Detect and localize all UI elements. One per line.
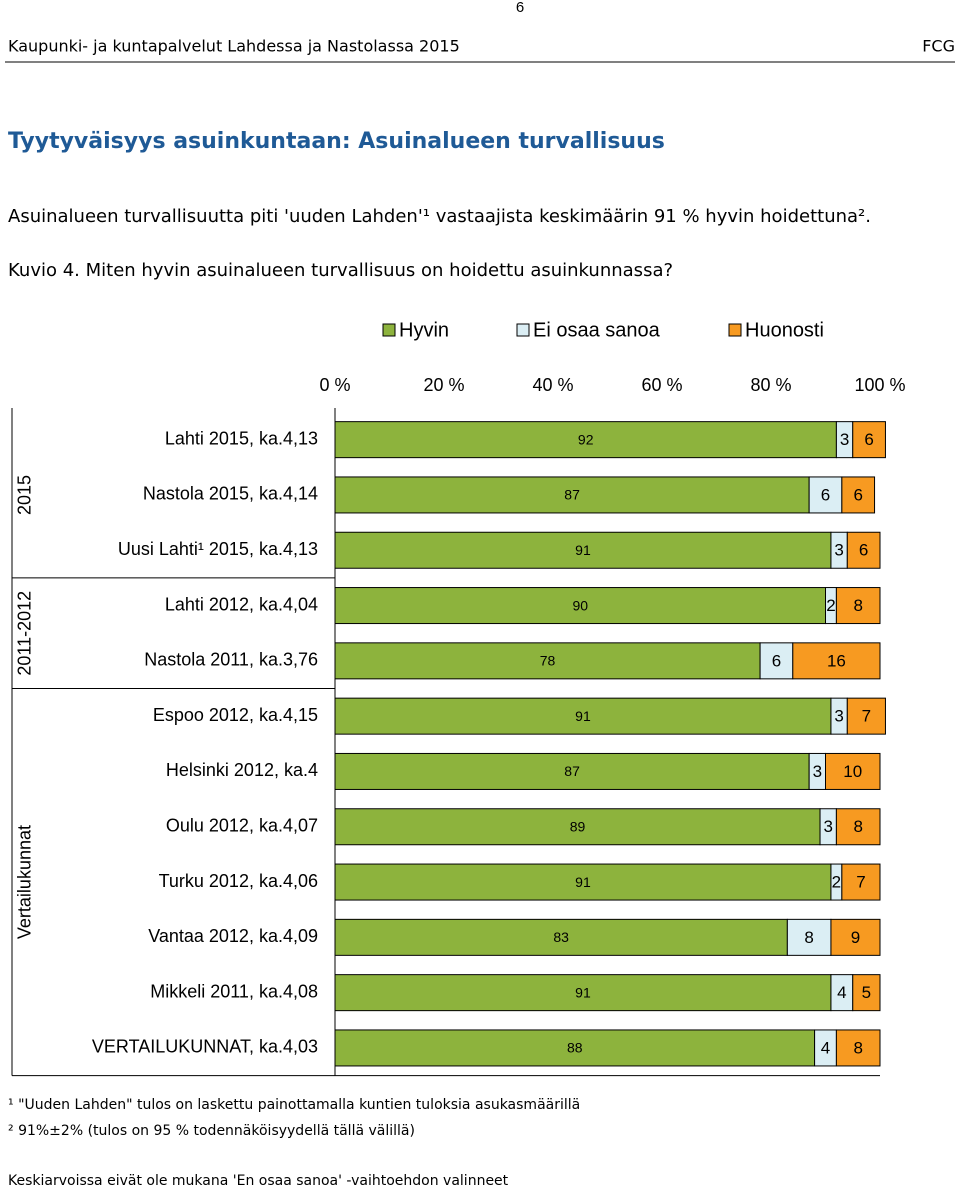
- x-tick-label: 80 %: [750, 375, 791, 395]
- bar-segment: [334, 752, 810, 790]
- bar-segment: [846, 697, 886, 735]
- value-label: 8: [804, 928, 813, 947]
- value-label: 91: [575, 874, 591, 890]
- value-label: 5: [862, 983, 871, 1002]
- group-label: 2015: [15, 475, 35, 515]
- title: Tyytyväisyys asuinkuntaan: Asuinalueen t…: [8, 129, 665, 154]
- value-label: 10: [843, 762, 862, 781]
- value-label: 6: [859, 541, 868, 560]
- category-label: VERTAILUKUNNAT, ka.4,03: [92, 1037, 318, 1057]
- value-label: 3: [834, 707, 843, 726]
- legend-label: Ei osaa sanoa: [533, 319, 661, 341]
- value-label: 3: [823, 817, 832, 836]
- bar-segment: [835, 808, 881, 846]
- bar-segment: [841, 476, 876, 514]
- value-label: 91: [575, 708, 591, 724]
- bar-segment: [334, 1029, 816, 1067]
- bar-segment: [852, 421, 886, 459]
- category-label: Oulu 2012, ka.4,07: [166, 816, 318, 836]
- x-tick-label: 100 %: [854, 375, 905, 395]
- bar-segment: [808, 476, 843, 514]
- category-label: Vantaa 2012, ka.4,09: [148, 926, 318, 946]
- value-label: 89: [570, 818, 586, 834]
- value-label: 16: [827, 651, 846, 670]
- bar-segment: [334, 587, 826, 625]
- x-tick-label: 20 %: [423, 375, 464, 395]
- footnote: ¹ "Uuden Lahden" tulos on laskettu paino…: [8, 1097, 580, 1113]
- header-left: Kaupunki- ja kuntapalvelut Lahdessa ja N…: [8, 37, 460, 56]
- value-label: 8: [853, 1038, 862, 1057]
- value-label: 87: [564, 487, 580, 503]
- x-tick-label: 0 %: [319, 375, 350, 395]
- group-label: 2011-2012: [15, 591, 35, 676]
- bar-segment: [830, 918, 881, 956]
- bar-segment: [334, 642, 761, 680]
- value-label: 7: [862, 707, 871, 726]
- legend-swatch: [382, 323, 396, 337]
- page-number: 6: [516, 0, 524, 16]
- value-label: 78: [540, 653, 556, 669]
- group-label: Vertailukunnat: [15, 825, 35, 939]
- category-label: Lahti 2015, ka.4,13: [165, 428, 318, 448]
- value-label: 92: [578, 431, 594, 447]
- category-label: Nastola 2011, ka.3,76: [144, 650, 318, 670]
- category-label: Nastola 2015, ka.4,14: [143, 484, 318, 504]
- value-label: 6: [772, 651, 781, 670]
- category-label: Espoo 2012, ka.4,15: [153, 705, 318, 725]
- value-label: 7: [856, 873, 865, 892]
- value-label: 90: [572, 597, 588, 613]
- bar-segment: [792, 642, 881, 680]
- legend-label: Huonosti: [745, 319, 824, 341]
- paragraph: Asuinalueen turvallisuutta piti 'uuden L…: [8, 206, 871, 227]
- footnote: Keskiarvoissa eivät ole mukana 'En osaa …: [8, 1173, 509, 1189]
- category-label: Turku 2012, ka.4,06: [159, 871, 318, 891]
- value-label: 8: [853, 817, 862, 836]
- bar-segment: [846, 531, 881, 569]
- category-label: Helsinki 2012, ka.4: [166, 760, 318, 780]
- bar-segment: [852, 974, 881, 1012]
- bar-segment: [786, 918, 832, 956]
- category-label: Mikkeli 2011, ka.4,08: [150, 981, 318, 1001]
- value-label: 6: [864, 430, 873, 449]
- legend-swatch: [728, 323, 742, 337]
- value-label: 6: [853, 485, 862, 504]
- value-label: 3: [834, 541, 843, 560]
- legend-swatch: [516, 323, 530, 337]
- value-label: 87: [564, 763, 580, 779]
- bar-segment: [334, 421, 837, 459]
- value-label: 91: [575, 984, 591, 1000]
- x-tick-label: 40 %: [532, 375, 573, 395]
- value-label: 9: [851, 928, 860, 947]
- value-label: 2: [832, 873, 841, 892]
- value-label: 91: [575, 542, 591, 558]
- footnote: ² 91%±2% (tulos on 95 % todennäköisyydel…: [8, 1123, 415, 1139]
- value-label: 3: [813, 762, 822, 781]
- legend-label: Hyvin: [399, 319, 449, 341]
- header-right: FCG: [922, 37, 955, 56]
- bar-segment: [825, 752, 881, 790]
- value-label: 3: [840, 430, 849, 449]
- value-label: 8: [853, 596, 862, 615]
- category-label: Uusi Lahti¹ 2015, ka.4,13: [118, 539, 318, 559]
- caption: Kuvio 4. Miten hyvin asuinalueen turvall…: [8, 260, 673, 281]
- value-label: 2: [826, 596, 835, 615]
- bar-segment: [334, 476, 810, 514]
- category-label: Lahti 2012, ka.4,04: [165, 594, 318, 614]
- bar-segment: [835, 1029, 881, 1067]
- value-label: 4: [837, 983, 846, 1002]
- bar-segment: [759, 642, 794, 680]
- bar-segment: [841, 863, 881, 901]
- value-label: 4: [821, 1038, 830, 1057]
- bar-segment: [334, 974, 832, 1012]
- value-label: 6: [821, 485, 830, 504]
- value-label: 83: [553, 929, 569, 945]
- x-tick-label: 60 %: [641, 375, 682, 395]
- value-label: 88: [567, 1040, 583, 1056]
- bar-segment: [334, 531, 832, 569]
- bar-segment: [835, 587, 881, 625]
- bar-segment: [334, 808, 821, 846]
